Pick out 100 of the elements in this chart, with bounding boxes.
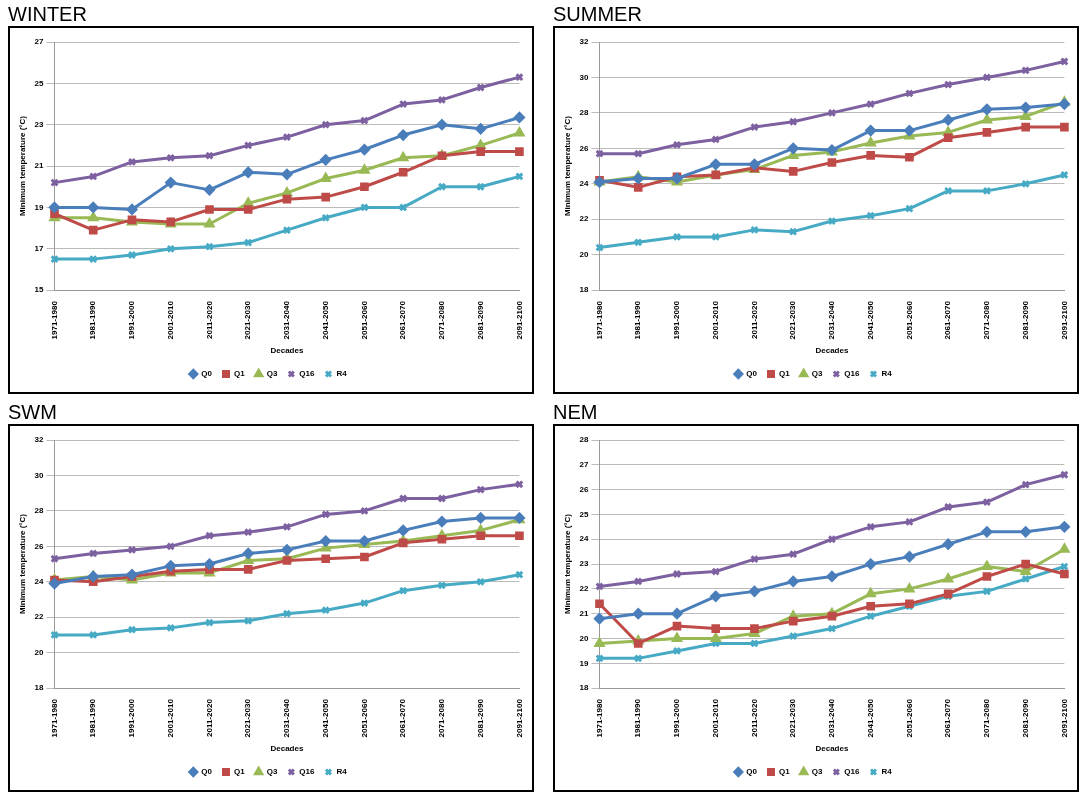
y-tick-label: 20 <box>579 249 590 259</box>
x-tick-label: 2041-2050 <box>865 300 875 340</box>
x-tick-label: 2041-2050 <box>320 300 330 340</box>
y-tick-label: 23 <box>579 559 590 569</box>
x-axis-title: Decades <box>815 744 849 754</box>
x-tick-label: 2061-2070 <box>398 300 408 340</box>
y-axis-title: Minimum temperature (°C) <box>563 115 572 217</box>
x-tick-label: 2051-2060 <box>904 698 914 738</box>
legend-label: Q0 <box>746 767 758 777</box>
y-axis-title: Minimum temperature (°C) <box>18 115 27 217</box>
y-tick-label: 20 <box>579 633 590 643</box>
legend-label: Q0 <box>201 369 213 379</box>
x-tick-label: 2041-2050 <box>865 698 875 738</box>
y-axis-title: Minimum temperature (°C) <box>18 513 27 615</box>
x-tick-label: 2041-2050 <box>320 698 330 738</box>
x-tick-label: 2071-2080 <box>982 698 992 738</box>
x-tick-label: 2091-2100 <box>1059 300 1069 340</box>
y-tick-label: 17 <box>34 243 45 253</box>
x-tick-label: 2021-2030 <box>243 300 253 340</box>
legend-label: Q0 <box>201 767 213 777</box>
x-tick-label: 2001-2010 <box>710 300 720 340</box>
y-tick-label: 25 <box>34 78 45 88</box>
y-tick-label: 28 <box>34 506 45 516</box>
x-tick-label: 2021-2030 <box>243 698 253 738</box>
y-tick-label: 24 <box>579 179 590 188</box>
legend-label: Q0 <box>746 369 758 379</box>
y-axis-title: Minimum temperature (°C) <box>563 513 572 615</box>
x-tick-label: 1971-1980 <box>49 300 59 340</box>
x-tick-label: 2031-2040 <box>827 698 837 738</box>
x-axis-title: Decades <box>270 346 304 356</box>
legend-label: Q1 <box>233 369 246 379</box>
x-tick-label: 2011-2020 <box>204 300 214 339</box>
x-tick-label: 2071-2080 <box>437 698 447 738</box>
x-tick-label: 2071-2080 <box>437 300 447 340</box>
y-tick-label: 26 <box>34 541 45 551</box>
x-tick-label: 2031-2040 <box>827 300 837 340</box>
y-tick-label: 21 <box>579 608 590 618</box>
y-tick-label: 23 <box>34 119 45 129</box>
x-tick-label: 2031-2040 <box>282 300 292 340</box>
x-tick-label: 1981-1990 <box>88 300 98 340</box>
x-tick-label: 2001-2010 <box>165 300 175 340</box>
x-tick-label: 2081-2090 <box>1020 698 1030 738</box>
y-tick-label: 19 <box>34 202 45 212</box>
x-tick-label: 2061-2070 <box>398 698 408 738</box>
x-tick-label: 2021-2030 <box>788 698 798 738</box>
legend-label: Q3 <box>266 369 278 379</box>
x-tick-label: 2081-2090 <box>1020 300 1030 340</box>
legend-label: Q3 <box>811 369 823 379</box>
x-tick-label: 2091-2100 <box>1059 698 1069 738</box>
y-tick-label: 24 <box>579 534 590 544</box>
x-tick-label: 2091-2100 <box>514 698 524 738</box>
legend-label: R4 <box>881 369 893 379</box>
x-tick-label: 1991-2000 <box>672 300 682 340</box>
y-tick-label: 18 <box>34 683 45 693</box>
y-tick-label: 26 <box>579 143 590 153</box>
x-tick-label: 2051-2060 <box>359 698 369 738</box>
x-tick-label: 2081-2090 <box>475 698 485 738</box>
chart-title: WINTER <box>8 2 88 26</box>
chart-title: SUMMER <box>553 2 643 26</box>
y-tick-label: 24 <box>34 577 45 586</box>
x-tick-label: 1971-1980 <box>49 698 59 738</box>
x-tick-label: 1991-2000 <box>127 698 137 738</box>
y-tick-label: 32 <box>34 435 45 445</box>
legend-label: Q1 <box>778 369 791 379</box>
x-tick-label: 1971-1980 <box>594 698 604 738</box>
y-tick-label: 28 <box>579 435 590 445</box>
y-tick-label: 27 <box>34 37 45 47</box>
y-tick-label: 22 <box>579 214 590 224</box>
x-tick-label: 1991-2000 <box>672 698 682 738</box>
x-tick-label: 2011-2020 <box>749 300 759 339</box>
y-tick-label: 27 <box>579 460 590 470</box>
x-tick-label: 1981-1990 <box>88 698 98 738</box>
x-tick-label: 2001-2010 <box>710 698 720 738</box>
y-tick-label: 22 <box>34 612 45 622</box>
y-tick-label: 18 <box>579 285 590 295</box>
y-tick-label: 21 <box>34 161 45 171</box>
x-tick-label: 2051-2060 <box>904 300 914 340</box>
legend-label: Q1 <box>778 767 791 777</box>
y-tick-label: 30 <box>579 72 590 82</box>
x-tick-label: 2091-2100 <box>514 300 524 340</box>
y-tick-label: 15 <box>34 285 45 295</box>
y-tick-label: 28 <box>579 108 590 118</box>
y-tick-label: 30 <box>34 470 45 480</box>
x-tick-label: 1991-2000 <box>127 300 137 340</box>
legend-label: Q3 <box>811 767 823 777</box>
x-tick-label: 2001-2010 <box>165 698 175 738</box>
x-tick-label: 2071-2080 <box>982 300 992 340</box>
x-tick-label: 1971-1980 <box>594 300 604 340</box>
x-tick-label: 2081-2090 <box>475 300 485 340</box>
y-tick-label: 18 <box>579 683 590 693</box>
x-tick-label: 1981-1990 <box>633 698 643 738</box>
y-tick-label: 22 <box>579 584 590 594</box>
x-tick-label: 2061-2070 <box>943 698 953 738</box>
legend-label: Q16 <box>299 767 316 777</box>
legend-label: R4 <box>336 369 348 379</box>
x-tick-label: 2051-2060 <box>359 300 369 340</box>
legend-label: Q16 <box>844 767 861 777</box>
legend-label: R4 <box>881 767 893 777</box>
chart-title: SWM <box>8 400 58 424</box>
x-tick-label: 1981-1990 <box>633 300 643 340</box>
